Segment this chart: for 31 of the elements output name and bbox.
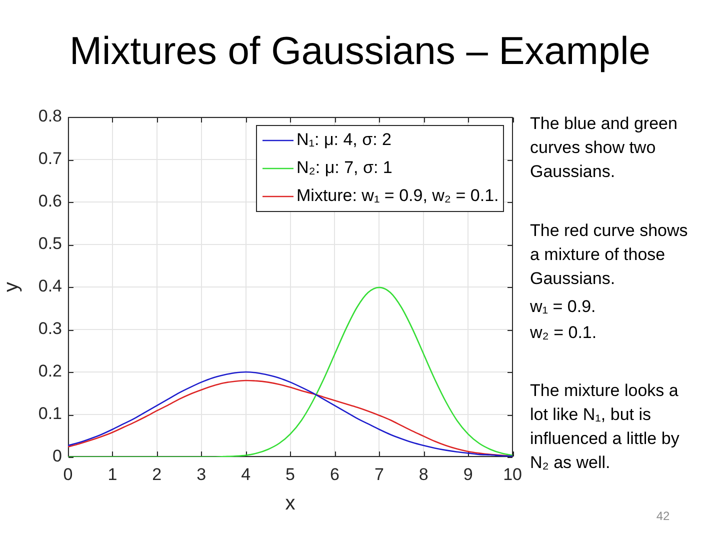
y-tick-label: 0.5 <box>38 234 62 254</box>
x-tick-label: 2 <box>152 464 162 484</box>
y-tick-label: 0.2 <box>38 362 62 381</box>
x-tick-label: 8 <box>418 464 428 484</box>
text: 42 <box>655 508 671 524</box>
y-tick-label: 0.6 <box>38 192 62 211</box>
text: The red curve shows a mixture of those Gaussians. <box>530 220 689 290</box>
y-tick-label: 0.3 <box>38 319 62 338</box>
y-axis-title: y <box>0 282 23 292</box>
text: w₂ = 0.1. <box>530 322 598 344</box>
x-tick-label: 7 <box>374 464 384 484</box>
legend-label: N₁: μ: 4, σ: 2 <box>296 130 392 150</box>
text: The blue and green curves show two Gaussians. <box>530 113 678 183</box>
y-tick-label: 0.1 <box>38 404 62 424</box>
x-axis-title: x <box>285 492 296 515</box>
x-tick-label: 1 <box>108 464 118 484</box>
x-tick-label: 10 <box>503 464 522 484</box>
y-tick-label: 0 <box>52 446 62 466</box>
x-tick-label: 5 <box>286 464 296 484</box>
y-tick-label: 0.4 <box>38 276 62 296</box>
legend-label: N₂: μ: 7, σ: 1 <box>296 158 392 178</box>
x-tick-label: 4 <box>241 464 251 484</box>
x-tick-label: 6 <box>330 464 340 484</box>
x-tick-label: 9 <box>463 464 473 484</box>
text: w₁ = 0.9. <box>530 296 597 318</box>
y-tick-label: 0.8 <box>38 106 62 126</box>
legend-label: Mixture: w₁ = 0.9, w₂ = 0.1. <box>296 186 499 206</box>
x-tick-label: 3 <box>196 464 206 484</box>
y-tick-label: 0.7 <box>38 149 62 168</box>
text: The mixture looks a lot like N₁, but is influenced a little by N₂ as well. <box>530 380 680 474</box>
chart-title: Mixtures of Gaussians – Example <box>68 30 652 73</box>
